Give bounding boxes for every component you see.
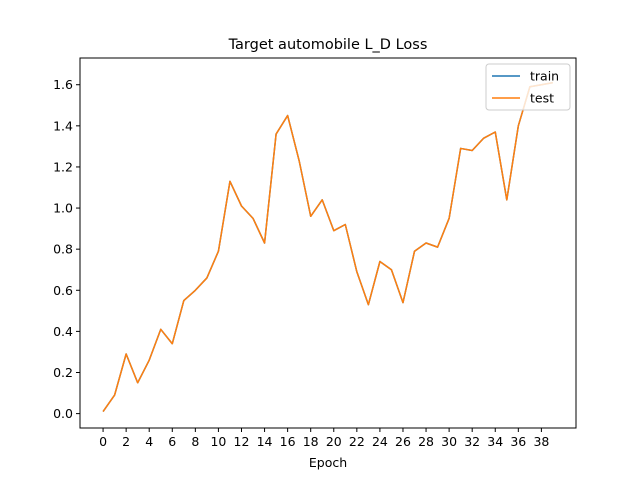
x-tick-label: 14 bbox=[257, 434, 273, 449]
y-axis: 0.0 0.2 0.4 0.6 0.8 1.0 1.2 1.4 1.6 bbox=[53, 77, 80, 421]
x-axis-label: Epoch bbox=[309, 455, 347, 470]
x-tick-label: 32 bbox=[464, 434, 480, 449]
x-tick-label: 26 bbox=[395, 434, 411, 449]
y-tick-label: 0.0 bbox=[53, 406, 73, 421]
x-tick-label: 38 bbox=[533, 434, 549, 449]
x-tick-label: 12 bbox=[234, 434, 250, 449]
x-tick-label: 6 bbox=[168, 434, 176, 449]
x-tick-label: 34 bbox=[487, 434, 503, 449]
x-tick-label: 24 bbox=[372, 434, 388, 449]
x-tick-label: 18 bbox=[303, 434, 319, 449]
legend-label-1: test bbox=[530, 91, 554, 106]
series-line-1 bbox=[102, 81, 554, 412]
y-tick-label: 0.6 bbox=[53, 283, 73, 298]
x-tick-label: 2 bbox=[122, 434, 130, 449]
plot-frame bbox=[79, 57, 577, 429]
x-tick-label: 16 bbox=[280, 434, 296, 449]
x-axis: 0 2 4 6 8 10 12 14 16 18 20 22 24 26 28 30 32 34 36 38 bbox=[99, 428, 549, 449]
chart-title: Target automobile L_D Loss bbox=[228, 37, 428, 53]
x-tick-label: 30 bbox=[441, 434, 457, 449]
legend: train test bbox=[485, 63, 571, 111]
y-tick-label: 1.0 bbox=[53, 201, 73, 216]
y-tick-label: 0.8 bbox=[53, 242, 73, 257]
y-tick-label: 1.2 bbox=[53, 159, 73, 174]
x-tick-label: 28 bbox=[418, 434, 434, 449]
x-tick-label: 4 bbox=[145, 434, 153, 449]
x-tick-label: 0 bbox=[99, 434, 107, 449]
y-tick-label: 0.2 bbox=[53, 365, 73, 380]
x-tick-label: 8 bbox=[191, 434, 199, 449]
legend-label-0: train bbox=[530, 69, 559, 84]
x-tick-label: 10 bbox=[210, 434, 226, 449]
series-line-0 bbox=[102, 81, 554, 412]
x-tick-label: 20 bbox=[326, 434, 342, 449]
x-tick-label: 22 bbox=[349, 434, 365, 449]
y-tick-label: 1.4 bbox=[53, 118, 73, 133]
x-tick-label: 36 bbox=[510, 434, 526, 449]
series-layer bbox=[102, 81, 554, 412]
plot-area bbox=[79, 57, 577, 429]
y-tick-label: 1.6 bbox=[53, 77, 73, 92]
y-tick-label: 0.4 bbox=[53, 324, 73, 339]
